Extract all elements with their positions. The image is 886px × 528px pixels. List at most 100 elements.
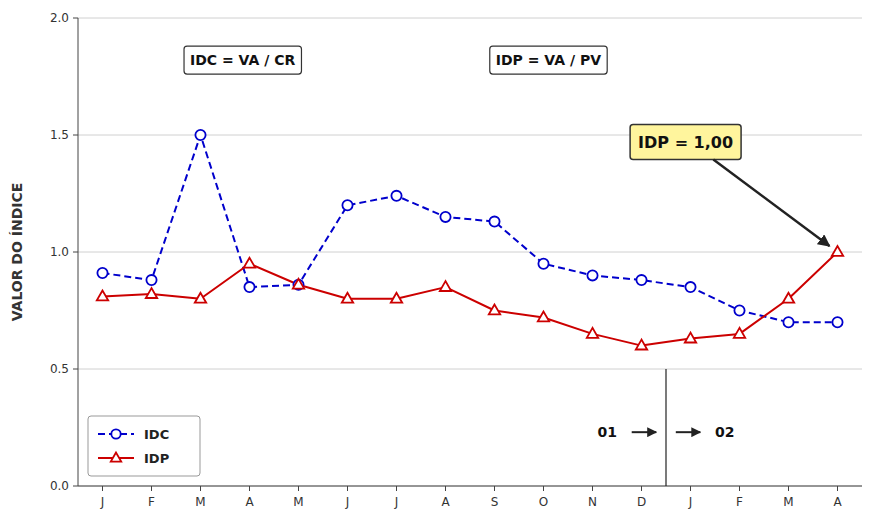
data-point <box>391 293 402 303</box>
legend-frame <box>88 416 200 476</box>
data-point <box>685 282 695 292</box>
x-tick-label: M <box>293 495 303 509</box>
x-tick-label: O <box>539 495 548 509</box>
axes: 0.00.51.01.52.0JFMAMJJASONDJFMA <box>50 11 862 510</box>
x-tick <box>151 486 152 491</box>
x-tick-label: N <box>588 495 597 509</box>
chart-container: 0.00.51.01.52.0JFMAMJJASONDJFMAVALOR DO … <box>0 0 886 528</box>
data-point <box>391 191 401 201</box>
series-line <box>103 135 838 322</box>
data-point <box>293 279 304 289</box>
annotation-text: IDP = 1,00 <box>638 133 733 152</box>
legend-label: IDP <box>144 451 169 466</box>
data-point <box>783 293 794 303</box>
year-label: 01 <box>597 424 616 440</box>
y-axis-label: VALOR DO ÍNDICE <box>9 183 25 322</box>
x-tick <box>347 486 348 491</box>
annotation-frame <box>630 125 741 160</box>
x-tick-label: F <box>736 495 743 509</box>
data-point <box>293 280 303 290</box>
x-tick <box>543 486 544 491</box>
y-tick-label: 1.5 <box>50 128 69 142</box>
data-point <box>783 317 793 327</box>
data-point <box>440 281 451 291</box>
year-label: 02 <box>715 424 734 440</box>
x-tick <box>690 486 691 491</box>
legend-marker <box>111 453 121 462</box>
series-line <box>103 252 838 346</box>
y-tick-label: 0.5 <box>50 362 69 376</box>
year-arrow <box>632 431 657 433</box>
x-tick <box>445 486 446 491</box>
x-tick-label: J <box>345 495 350 509</box>
y-tick-label: 1.0 <box>50 245 69 259</box>
data-point <box>832 317 842 327</box>
data-point <box>195 293 206 303</box>
data-point <box>636 275 646 285</box>
x-tick <box>298 486 299 491</box>
x-tick <box>249 486 250 491</box>
y-tick <box>73 135 78 136</box>
annotation-text: IDC = VA / CR <box>190 52 295 68</box>
data-point <box>489 216 499 226</box>
x-tick-label: A <box>833 495 842 509</box>
data-point <box>587 328 598 338</box>
grid-line <box>78 369 862 370</box>
data-point <box>97 290 108 300</box>
legend: IDCIDP <box>88 416 200 476</box>
grid <box>78 18 862 486</box>
x-tick-label: J <box>688 495 693 509</box>
x-tick <box>396 486 397 491</box>
data-point <box>97 268 107 278</box>
x-tick-label: J <box>394 495 399 509</box>
annotations: IDC = VA / CR IDP = VA / PV IDP = 1,00 01 02 <box>184 46 829 486</box>
x-tick <box>837 486 838 491</box>
data-point <box>636 340 647 350</box>
y-tick <box>73 252 78 253</box>
data-point <box>832 246 843 256</box>
data-point <box>734 305 744 315</box>
y-tick-label: 2.0 <box>50 11 69 25</box>
y-tick <box>73 486 78 487</box>
x-axis-line <box>78 486 862 487</box>
data-point <box>244 258 255 268</box>
x-tick-label: F <box>148 495 155 509</box>
grid-line <box>78 252 862 253</box>
annotation-box: IDP = VA / PV <box>490 46 607 74</box>
x-tick <box>739 486 740 491</box>
x-tick <box>200 486 201 491</box>
y-tick <box>73 18 78 19</box>
x-tick-label: A <box>441 495 450 509</box>
x-tick-label: J <box>100 495 105 509</box>
annotation-box: IDC = VA / CR <box>184 46 301 74</box>
data-point <box>734 328 745 338</box>
data-point <box>440 212 450 222</box>
annotation-text: IDP = VA / PV <box>496 52 601 68</box>
data-point <box>146 288 157 298</box>
annotation-frame <box>490 46 607 74</box>
x-tick-label: A <box>245 495 254 509</box>
annotation-frame <box>184 46 301 74</box>
x-tick <box>641 486 642 491</box>
y-tick-label: 0.0 <box>50 479 69 493</box>
x-tick-label: D <box>637 495 646 509</box>
grid-line <box>78 486 862 487</box>
x-tick <box>592 486 593 491</box>
data-point <box>146 275 156 285</box>
grid-line <box>78 18 862 19</box>
data-point <box>195 130 205 140</box>
data-point <box>587 270 597 280</box>
y-axis-line <box>78 18 79 486</box>
data-point <box>538 312 549 322</box>
y-tick <box>73 369 78 370</box>
x-tick-label: S <box>491 495 499 509</box>
x-tick-label: M <box>195 495 205 509</box>
year-arrow <box>676 431 701 433</box>
callout-arrow <box>713 160 829 247</box>
x-tick <box>102 486 103 491</box>
legend-marker <box>111 429 120 438</box>
chart-svg: 0.00.51.01.52.0JFMAMJJASONDJFMAVALOR DO … <box>0 0 886 528</box>
data-layer <box>97 130 843 350</box>
data-point <box>342 293 353 303</box>
data-point <box>685 333 696 343</box>
